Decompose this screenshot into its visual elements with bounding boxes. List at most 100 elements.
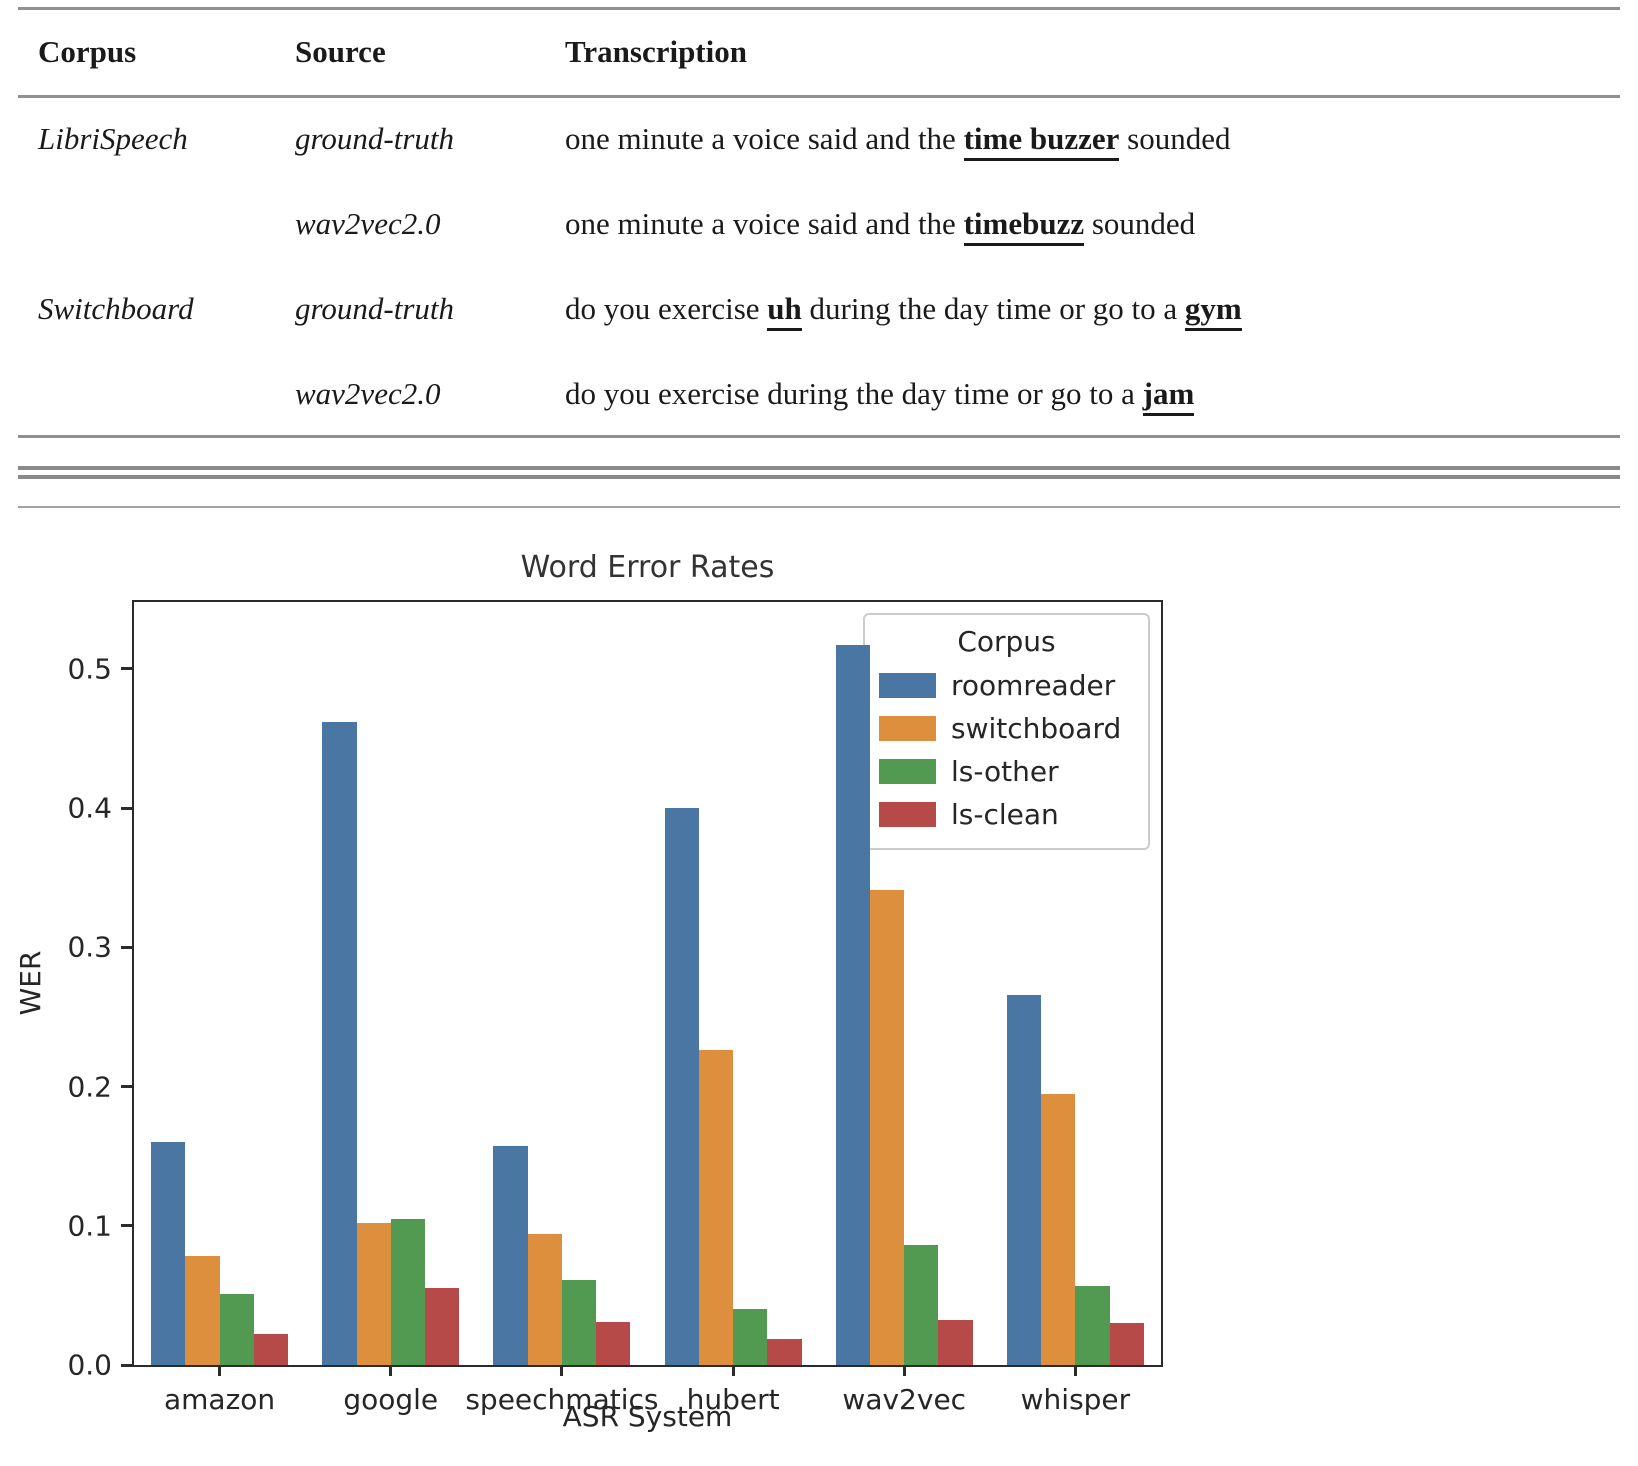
source-cell: wav2vec2.0 (295, 375, 441, 411)
plot-area: Corpus roomreader switchboard ls-other ls-c… (67, 600, 1163, 1416)
y-tick-label: 0.1 (67, 1209, 112, 1243)
y-tick-mark (121, 667, 132, 671)
x-tick-mark (218, 1365, 222, 1376)
y-tick-mark (121, 806, 132, 810)
bar-whisper-ls-clean (1109, 1323, 1144, 1365)
section-divider-rule-2 (18, 475, 1620, 479)
x-tick-label: hubert (686, 1383, 780, 1416)
text-segment: sounded (1119, 120, 1231, 156)
section-divider-rule-1 (18, 466, 1620, 470)
chart-legend: Corpus roomreader switchboard ls-other ls-c… (863, 613, 1150, 850)
bar-amazon-switchboard (185, 1256, 220, 1365)
x-tick-label: speechmatics (465, 1383, 659, 1416)
x-tick-label: google (343, 1383, 439, 1416)
highlighted-word: time buzzer (963, 120, 1120, 161)
chart-title: Word Error Rates (520, 550, 775, 585)
x-tick-mark (902, 1365, 906, 1376)
highlighted-word: jam (1142, 375, 1195, 416)
legend-item-ls-clean: ls-clean (879, 793, 1134, 836)
bar-speechmatics-switchboard (527, 1234, 562, 1365)
y-tick-label: 0.0 (67, 1348, 112, 1382)
source-cell: ground-truth (295, 120, 455, 156)
bar-speechmatics-ls-other (561, 1280, 597, 1365)
legend-swatch (879, 759, 936, 784)
transcription-cell: do you exercise during the day time or g… (565, 375, 1620, 416)
x-tick-label: wav2vec (842, 1383, 967, 1416)
table-bottom-rule (18, 435, 1620, 438)
table-row: wav2vec2.0 one minute a voice said and t… (18, 181, 1620, 266)
transcription-cell: one minute a voice said and the time buz… (565, 120, 1620, 161)
bar-google-ls-clean (424, 1288, 460, 1365)
bar-wav2vec-ls-other (904, 1245, 939, 1365)
table-header-row: Corpus Source Transcription (18, 7, 1620, 96)
legend-swatch (879, 673, 936, 698)
bar-whisper-switchboard (1041, 1093, 1076, 1365)
bar-amazon-roomreader (151, 1142, 186, 1365)
bar-google-roomreader (322, 721, 357, 1365)
table-row: wav2vec2.0 do you exercise during the da… (18, 351, 1620, 436)
highlighted-word: gym (1184, 290, 1242, 331)
figure-top-rule (18, 506, 1620, 508)
bar-whisper-ls-other (1075, 1285, 1110, 1365)
text-segment: one minute a voice said and the (565, 120, 964, 156)
y-tick-label: 0.3 (67, 930, 112, 964)
y-tick-mark (121, 1224, 132, 1228)
bar-speechmatics-roomreader (493, 1146, 528, 1365)
x-tick-mark (731, 1365, 735, 1376)
x-tick-mark (1073, 1365, 1077, 1376)
highlighted-word: uh (767, 290, 802, 331)
y-tick-label: 0.2 (67, 1070, 112, 1104)
corpus-cell: Switchboard (38, 290, 194, 326)
y-tick-mark (121, 1363, 132, 1367)
column-header-corpus: Corpus (38, 33, 137, 69)
transcription-table: Corpus Source Transcription LibriSpeech … (18, 7, 1620, 436)
bar-amazon-ls-clean (253, 1334, 289, 1365)
y-tick-label: 0.4 (67, 791, 112, 825)
transcription-cell: do you exercise uh during the day time o… (565, 290, 1620, 331)
x-tick-label: amazon (163, 1383, 276, 1416)
transcription-cell: one minute a voice said and the timebuzz… (565, 205, 1620, 246)
legend-item-roomreader: roomreader (879, 664, 1134, 707)
table-row: Switchboard ground-truth do you exercise… (18, 266, 1620, 351)
legend-swatch (879, 802, 936, 827)
legend-swatch (879, 716, 936, 741)
legend-label: switchboard (951, 712, 1122, 745)
legend-label: ls-other (951, 755, 1059, 788)
legend-title: Corpus (957, 625, 1056, 658)
legend-items: roomreader switchboard ls-other ls-clean (879, 664, 1134, 836)
bar-wav2vec-switchboard (870, 890, 905, 1365)
legend-item-ls-other: ls-other (879, 750, 1134, 793)
y-axis-label: WER (14, 950, 47, 1016)
text-segment: sounded (1084, 205, 1196, 241)
x-tick-mark (389, 1365, 393, 1376)
x-axis-label: ASR System (562, 1400, 733, 1433)
text-segment: during the day time or go to a (801, 290, 1185, 326)
bar-amazon-ls-other (219, 1294, 254, 1365)
y-tick-label: 0.5 (67, 652, 112, 686)
column-header-source: Source (295, 33, 386, 69)
bar-wav2vec-roomreader (835, 645, 870, 1365)
x-tick-label: whisper (1020, 1383, 1131, 1416)
x-tick-mark (560, 1365, 564, 1376)
bar-speechmatics-ls-clean (596, 1321, 631, 1365)
text-segment: do you exercise (565, 290, 768, 326)
legend-item-switchboard: switchboard (879, 707, 1134, 750)
bar-hubert-roomreader (664, 808, 699, 1365)
bar-hubert-switchboard (698, 1050, 734, 1365)
bar-google-switchboard (356, 1222, 391, 1365)
legend-label: roomreader (951, 669, 1116, 702)
wer-bar-chart: Word Error Rates WER Corpus roomreader sw… (0, 520, 1638, 1466)
text-segment: do you exercise during the day time or g… (565, 375, 1143, 411)
y-tick-mark (121, 945, 132, 949)
source-cell: wav2vec2.0 (295, 205, 441, 241)
bar-google-ls-other (390, 1218, 425, 1365)
y-tick-mark (121, 1085, 132, 1089)
highlighted-word: timebuzz (963, 205, 1085, 246)
bar-hubert-ls-clean (767, 1338, 802, 1365)
bar-wav2vec-ls-clean (938, 1320, 973, 1365)
corpus-cell: LibriSpeech (38, 120, 188, 156)
text-segment: one minute a voice said and the (565, 205, 964, 241)
bar-hubert-ls-other (733, 1309, 768, 1365)
bar-whisper-roomreader (1006, 994, 1042, 1365)
table-header-rule (18, 95, 1620, 98)
